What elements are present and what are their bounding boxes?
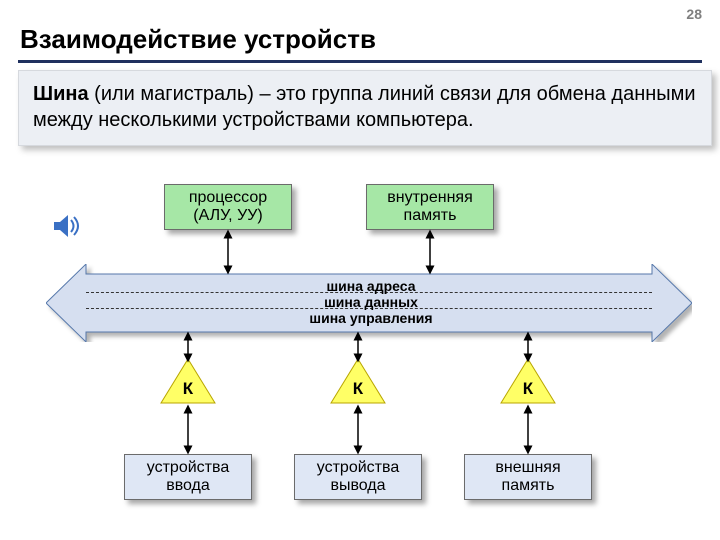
heading-rule — [18, 60, 702, 63]
definition-bold: Шина — [33, 83, 89, 105]
definition-tail: (или магистраль) – это группа линий связ… — [33, 83, 696, 131]
definition-box: Шина (или магистраль) – это группа линий… — [18, 70, 712, 146]
page-title: Взаимодействие устройств — [20, 24, 376, 55]
page-number: 28 — [686, 6, 702, 22]
connector-arrows — [56, 182, 686, 522]
bus-diagram: шина адреса шина данных шина управления … — [56, 182, 686, 522]
